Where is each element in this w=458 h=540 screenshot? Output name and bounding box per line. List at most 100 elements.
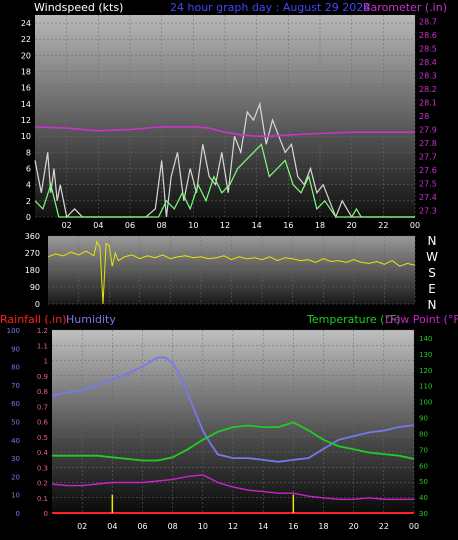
x-tick-label: 20 (347, 221, 357, 230)
barometer-tick-label: 28.6 (419, 31, 437, 40)
x-tick-label: 12 (228, 522, 238, 531)
barometer-tick-label: 28.3 (419, 72, 437, 81)
temperature-tick-label: 140 (419, 335, 432, 343)
temperature-tick-label: 30 (419, 510, 428, 518)
compass-label: S (428, 266, 436, 280)
x-tick-label: 22 (379, 522, 389, 531)
humidity-tick-label: 60 (11, 400, 20, 408)
wind-marks (34, 101, 415, 219)
wind-axis-label: Windspeed (kts) (34, 1, 123, 14)
humidity-tick-label: 70 (11, 382, 20, 390)
x-tick-label: 06 (137, 522, 147, 531)
x-tick-label: 00 (409, 522, 419, 531)
wind-tick-label: 16 (21, 84, 31, 93)
direction-tick-label: 270 (25, 249, 40, 258)
rain-marks (51, 356, 415, 514)
barometer-tick-label: 27.7 (419, 152, 437, 161)
temperature-tick-label: 110 (419, 383, 432, 391)
wind-tick-label: 4 (26, 181, 31, 190)
humidity-tick-label: 40 (11, 437, 20, 445)
wind-tick-label: 8 (26, 148, 31, 157)
rain-tick-label: 0 (44, 510, 48, 518)
x-tick-label: 16 (283, 221, 293, 230)
rain-tick-label: 0.2 (37, 480, 48, 488)
barometer-tick-label: 27.4 (419, 193, 437, 202)
wind-average-line (34, 143, 415, 218)
rain-tick-label: 1.1 (37, 342, 48, 350)
humidity-tick-label: 10 (11, 492, 20, 500)
humidity-tick-label: 100 (7, 327, 20, 335)
barometer-tick-label: 28.4 (419, 58, 437, 67)
x-tick-label: 22 (378, 221, 388, 230)
x-tick-label: 08 (157, 221, 167, 230)
x-tick-label: 18 (318, 522, 328, 531)
direction-tick-label: 180 (25, 266, 40, 275)
humidity-line (51, 356, 415, 463)
barometer-tick-label: 28 (419, 112, 429, 121)
wind-tick-label: 24 (21, 19, 31, 28)
temperature-tick-label: 80 (419, 430, 428, 438)
wind-gust-line (34, 101, 415, 219)
x-tick-label: 18 (315, 221, 325, 230)
wind-grid (35, 15, 416, 218)
barometer-tick-label: 28.2 (419, 85, 437, 94)
temperature-line (52, 421, 415, 462)
rain-tick-label: 1.2 (37, 327, 48, 335)
rainfall-axis-label: Rainfall (.in) (0, 313, 67, 326)
humidity-tick-label: 0 (16, 510, 20, 518)
wind-tick-label: 18 (21, 68, 31, 77)
x-tick-label: 20 (349, 522, 359, 531)
wind-tick-label: 22 (21, 35, 31, 44)
barometer-tick-label: 28.1 (419, 99, 437, 108)
barometer-axis-label: Barometer (.in) (363, 1, 447, 14)
rain-tick-labels: 0 0.1 0.2 0.3 0.4 0.5 0.6 0.7 0.8 0.9 1 1.1 1.2 0 10 20… (7, 327, 433, 531)
barometer-tick-label: 28.7 (419, 18, 437, 27)
barometer-line (34, 126, 415, 137)
direction-tick-label: 360 (25, 232, 40, 241)
barometer-tick-label: 27.5 (419, 179, 437, 188)
x-tick-label: 10 (198, 522, 208, 531)
barometer-tick-label: 27.6 (419, 166, 437, 175)
x-tick-label: 04 (93, 221, 103, 230)
temperature-axis-label: Temperature (°F) (306, 313, 401, 326)
barometer-tick-label: 28.5 (419, 45, 437, 54)
wind-tick-label: 12 (21, 116, 31, 125)
temperature-tick-label: 120 (419, 367, 432, 375)
temperature-tick-label: 50 (419, 478, 428, 486)
x-tick-label: 12 (220, 221, 230, 230)
x-tick-label: 14 (252, 221, 262, 230)
x-tick-label: 16 (288, 522, 298, 531)
x-tick-label: 06 (125, 221, 135, 230)
chart-title: 24 hour graph day : August 29 2024 (170, 1, 370, 14)
compass-label: W (426, 250, 438, 264)
humidity-tick-label: 30 (11, 455, 20, 463)
direction-tick-label: 90 (30, 283, 40, 292)
rain-tick-label: 0.1 (37, 495, 48, 503)
rain-tick-label: 0.7 (37, 403, 48, 411)
x-tick-label: 14 (258, 522, 268, 531)
rain-tick-label: 0.9 (37, 373, 48, 381)
temperature-tick-label: 90 (419, 415, 428, 423)
rain-tick-label: 0.6 (37, 419, 49, 427)
x-tick-label: 02 (62, 221, 72, 230)
dewpoint-line (51, 474, 414, 500)
wind-direction-line (47, 240, 416, 305)
wind-tick-label: 2 (26, 197, 31, 206)
direction-tick-label: 0 (35, 300, 40, 309)
temperature-tick-label: 70 (419, 446, 428, 454)
compass-label: N (428, 298, 437, 312)
humidity-axis-label: Humidity (66, 313, 116, 326)
rain-tick-label: 0.4 (37, 449, 49, 457)
barometer-tick-label: 27.3 (419, 206, 437, 215)
dewpoint-axis-label: Dew Point (°F) (385, 313, 458, 326)
direction-grid (48, 235, 416, 305)
rain-tick-label: 0.3 (37, 464, 48, 472)
wind-tick-label: 20 (21, 51, 31, 60)
humidity-tick-label: 90 (11, 345, 20, 353)
x-tick-label: 04 (107, 522, 117, 531)
humidity-tick-label: 80 (11, 364, 20, 372)
